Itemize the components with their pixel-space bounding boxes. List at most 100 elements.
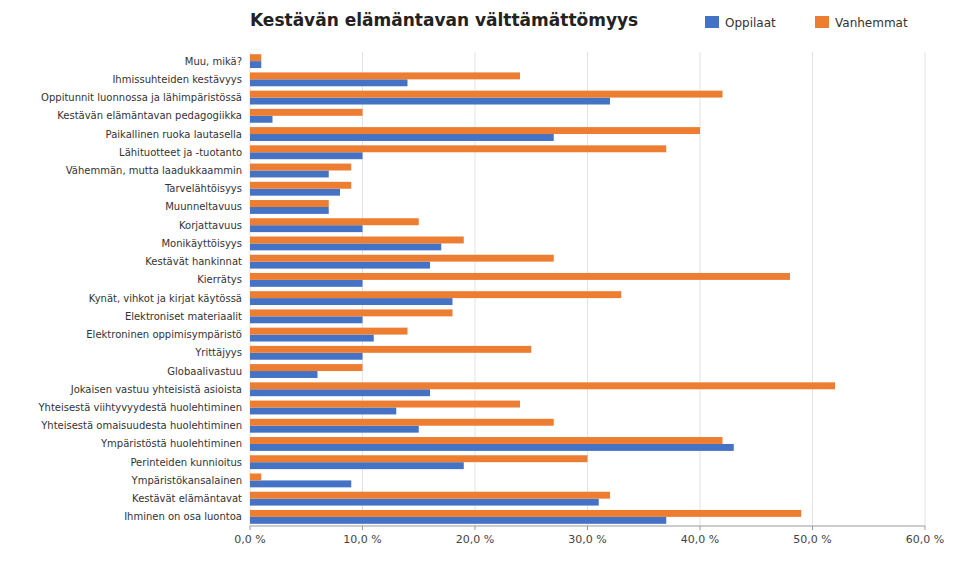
bar bbox=[250, 371, 318, 378]
bar bbox=[250, 455, 588, 462]
bar bbox=[250, 236, 464, 243]
bar bbox=[250, 462, 464, 469]
bar bbox=[250, 280, 363, 287]
bar bbox=[250, 426, 419, 433]
category-label: Paikallinen ruoka lautasella bbox=[106, 129, 242, 140]
bar bbox=[250, 189, 340, 196]
category-label: Globaalivastuu bbox=[167, 366, 242, 377]
tick-mark bbox=[250, 526, 251, 530]
bar bbox=[250, 401, 520, 408]
category-label: Kierrätys bbox=[197, 274, 242, 285]
grid-line bbox=[700, 52, 701, 526]
bar bbox=[250, 309, 453, 316]
category-label: Ihminen on osa luontoa bbox=[124, 511, 242, 522]
tick-label: 20,0 % bbox=[456, 533, 494, 546]
tick-mark bbox=[475, 526, 476, 530]
legend-swatch bbox=[705, 16, 719, 28]
tick-label: 30,0 % bbox=[568, 533, 606, 546]
tick-label: 50,0 % bbox=[793, 533, 831, 546]
bar bbox=[250, 499, 599, 506]
bar bbox=[250, 262, 430, 269]
category-label: Muunneltavuus bbox=[165, 201, 242, 212]
category-label: Muu, mikä? bbox=[185, 56, 242, 67]
chart: Kestävän elämäntavan välttämättömyys Oppi… bbox=[0, 0, 959, 562]
bar bbox=[250, 437, 723, 444]
bar bbox=[250, 444, 734, 451]
category-label: Ihmissuhteiden kestävyys bbox=[112, 74, 242, 85]
tick-label: 10,0 % bbox=[343, 533, 381, 546]
legend-swatch bbox=[815, 16, 829, 28]
tick-label: 0,0 % bbox=[234, 533, 265, 546]
bar bbox=[250, 61, 261, 68]
category-label: Ympäristökansalainen bbox=[131, 475, 242, 486]
tick-label: 60,0 % bbox=[906, 533, 944, 546]
category-label: Jokaisen vastuu yhteisistä asioista bbox=[70, 384, 242, 395]
title: Kestävän elämäntavan välttämättömyys bbox=[250, 10, 638, 30]
bars bbox=[250, 54, 835, 524]
category-label: Vähemmän, mutta laadukkaammin bbox=[66, 165, 242, 176]
x-axis: 0,0 %10,0 %20,0 %30,0 %40,0 %50,0 %60,0 … bbox=[234, 526, 944, 546]
bar bbox=[250, 510, 801, 517]
bar-series bbox=[250, 61, 734, 524]
bar bbox=[250, 328, 408, 335]
grid-line bbox=[925, 52, 926, 526]
legend-label: Vanhemmat bbox=[835, 16, 908, 30]
bar bbox=[250, 346, 531, 353]
bar bbox=[250, 517, 666, 524]
y-axis: Muu, mikä?Ihmissuhteiden kestävyysOppitu… bbox=[37, 56, 242, 523]
category-label: Kestävät elämäntavat bbox=[132, 493, 242, 504]
bar bbox=[250, 200, 329, 207]
bar bbox=[250, 152, 363, 159]
bar bbox=[250, 72, 520, 79]
bar bbox=[250, 225, 363, 232]
grid-line bbox=[587, 52, 588, 526]
category-label: Kestävän elämäntavan pedagogiikka bbox=[57, 110, 242, 121]
bar bbox=[250, 316, 363, 323]
bar bbox=[250, 480, 351, 487]
bar bbox=[250, 182, 351, 189]
bar bbox=[250, 54, 261, 61]
bar bbox=[250, 492, 610, 499]
grid-line bbox=[812, 52, 813, 526]
bar bbox=[250, 273, 790, 280]
bar bbox=[250, 109, 363, 116]
bar bbox=[250, 218, 419, 225]
tick-mark bbox=[700, 526, 701, 530]
category-label: Kestävät hankinnat bbox=[145, 256, 242, 267]
bar bbox=[250, 98, 610, 105]
grid-line bbox=[250, 52, 251, 526]
category-label: Kynät, vihkot ja kirjat käytössä bbox=[89, 293, 242, 304]
bar-series bbox=[250, 54, 835, 517]
bar bbox=[250, 419, 554, 426]
category-label: Tarvelähtöisyys bbox=[164, 183, 242, 194]
category-label: Elektroniset materiaalit bbox=[125, 311, 242, 322]
category-label: Korjattavuus bbox=[179, 220, 242, 231]
legend-label: Oppilaat bbox=[725, 16, 776, 30]
category-label: Yrittäjyys bbox=[194, 347, 242, 358]
bar bbox=[250, 134, 554, 141]
bar bbox=[250, 473, 261, 480]
bar bbox=[250, 79, 408, 86]
bar bbox=[250, 116, 273, 123]
bar bbox=[250, 353, 363, 360]
tick-mark bbox=[362, 526, 363, 530]
category-label: Monikäyttöisyys bbox=[161, 238, 242, 249]
bar bbox=[250, 364, 363, 371]
bar bbox=[250, 207, 329, 214]
category-label: Ympäristöstä huolehtiminen bbox=[100, 438, 242, 449]
grid bbox=[250, 52, 925, 526]
category-label: Yhteisestä omaisuudesta huolehtiminen bbox=[40, 420, 242, 431]
bar bbox=[250, 291, 621, 298]
category-label: Yhteisestä viihtyvyydestä huolehtiminen bbox=[37, 402, 242, 413]
bar bbox=[250, 389, 430, 396]
tick-mark bbox=[587, 526, 588, 530]
bar bbox=[250, 255, 554, 262]
category-label: Lähituotteet ja -tuotanto bbox=[119, 147, 242, 158]
bar bbox=[250, 335, 374, 342]
tick-mark bbox=[925, 526, 926, 530]
bar bbox=[250, 243, 441, 250]
bar bbox=[250, 382, 835, 389]
bar bbox=[250, 91, 723, 98]
bar bbox=[250, 408, 396, 415]
grid-line bbox=[475, 52, 476, 526]
